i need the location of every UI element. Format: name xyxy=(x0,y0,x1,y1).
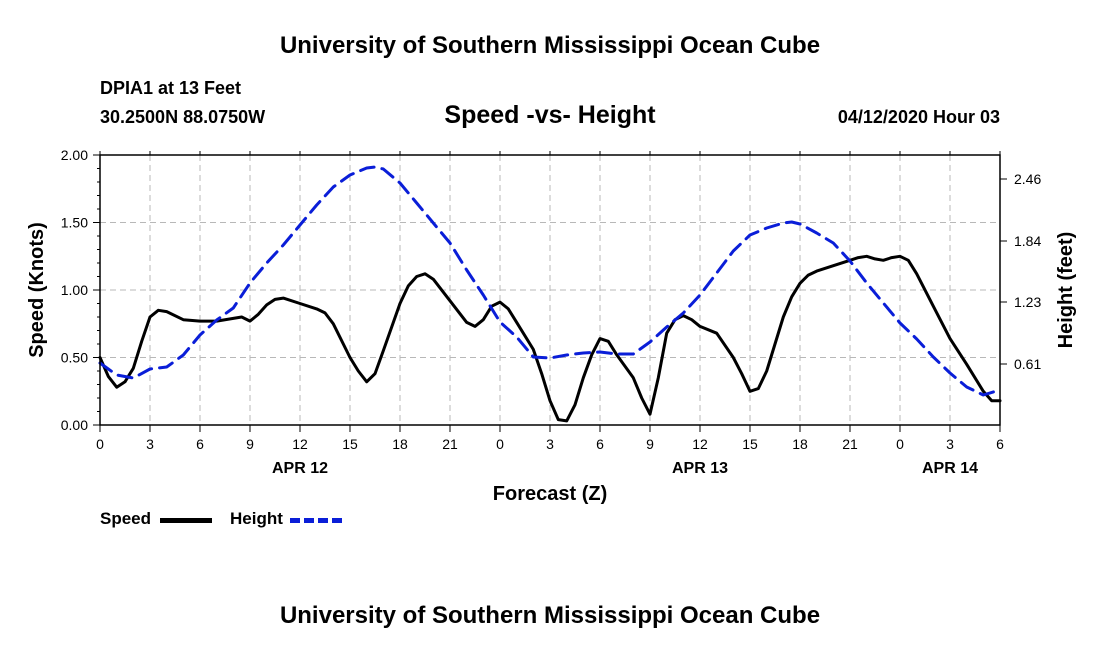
y-right-tick-label: 1.84 xyxy=(1014,233,1041,249)
x-tick-label: 15 xyxy=(342,436,358,452)
x-tick-label: 3 xyxy=(146,436,154,452)
y-left-axis-title: Speed (Knots) xyxy=(26,222,48,358)
y-left-tick-label: 1.00 xyxy=(61,282,88,298)
x-tick-label: 3 xyxy=(946,436,954,452)
x-axis-title: Forecast (Z) xyxy=(493,483,607,505)
station-label: DPIA1 at 13 Feet xyxy=(100,78,242,98)
x-tick-label: 21 xyxy=(842,436,858,452)
legend-speed-label: Speed xyxy=(100,509,152,528)
x-tick-label: 6 xyxy=(196,436,204,452)
x-tick-label: 9 xyxy=(646,436,654,452)
x-date-label: APR 13 xyxy=(672,460,728,477)
x-tick-label: 18 xyxy=(392,436,408,452)
y-left-tick-label: 0.00 xyxy=(61,417,88,433)
y-left-tick-label: 2.00 xyxy=(61,147,88,163)
series-line-speed xyxy=(98,254,1002,423)
legend-speed-swatch xyxy=(160,518,212,523)
x-tick-label: 18 xyxy=(792,436,808,452)
y-left-tick-label: 0.50 xyxy=(61,350,88,366)
footer-title: University of Southern Mississippi Ocean… xyxy=(279,602,821,629)
legend-height-label: Height xyxy=(230,509,283,528)
legend-height-swatch xyxy=(290,518,342,523)
chart-title: Speed -vs- Height xyxy=(444,101,656,129)
chart-grid xyxy=(100,155,1000,425)
y-right-tick-label: 0.61 xyxy=(1014,356,1041,372)
chart-series xyxy=(98,165,1002,423)
page-title: University of Southern Mississippi Ocean… xyxy=(279,32,821,59)
series-line-height xyxy=(98,165,1002,397)
y-right-axis-title: Height (feet) xyxy=(1055,232,1077,349)
x-tick-label: 12 xyxy=(292,436,308,452)
y-right-tick-label: 2.46 xyxy=(1014,171,1041,187)
forecast-datetime: 04/12/2020 Hour 03 xyxy=(837,107,1000,127)
x-tick-label: 9 xyxy=(246,436,254,452)
y-left-tick-label: 1.50 xyxy=(61,215,88,231)
x-tick-label: 6 xyxy=(996,436,1004,452)
plot-frame xyxy=(99,154,1001,426)
x-tick-label: 21 xyxy=(442,436,458,452)
x-tick-label: 3 xyxy=(546,436,554,452)
station-coordinates: 30.2500N 88.0750W xyxy=(100,107,266,127)
y-right-tick-label: 1.23 xyxy=(1014,294,1041,310)
x-tick-label: 0 xyxy=(96,436,104,452)
x-date-label: APR 14 xyxy=(922,460,978,477)
x-tick-label: 0 xyxy=(896,436,904,452)
x-tick-label: 6 xyxy=(596,436,604,452)
x-date-label: APR 12 xyxy=(272,460,328,477)
x-tick-label: 12 xyxy=(692,436,708,452)
x-tick-label: 15 xyxy=(742,436,758,452)
chart-ticks: 0 3 6 9 12 15 18 21 0 3 6 9 12 15 18 21 0 3 6 APR 12 APR 13 A… xyxy=(61,147,1042,477)
x-tick-label: 0 xyxy=(496,436,504,452)
